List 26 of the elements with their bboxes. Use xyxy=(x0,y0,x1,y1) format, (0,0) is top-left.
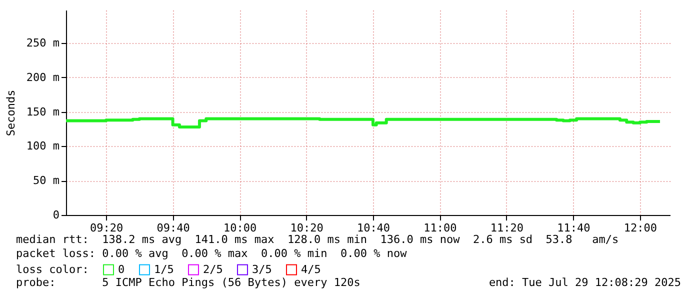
text: probe: 5 ICMP Echo Pings (56 Bytes) every 120s xyxy=(16,276,360,289)
y-tick-label: 100 m xyxy=(26,140,60,153)
x-tick-label: 11:20 xyxy=(490,222,524,234)
legend-title: loss color: xyxy=(16,263,89,276)
x-tick-label: 11:40 xyxy=(557,222,590,234)
x-tick-label: 10:00 xyxy=(223,222,257,234)
x-tick-label: 11:00 xyxy=(424,222,457,234)
x-tick-label: 12:00 xyxy=(624,222,658,234)
legend-label: 3/5 xyxy=(252,262,272,276)
y-tick-label: 150 m xyxy=(26,105,60,118)
y-tick-label: 0 xyxy=(52,208,60,222)
y-tick-label: 50 m xyxy=(33,174,60,188)
legend-label: 2/5 xyxy=(203,262,223,276)
text: packet loss: 0.00 % avg 0.00 % max 0.00 % min 0.00 % now xyxy=(16,247,407,260)
x-tick-label: 09:40 xyxy=(156,222,190,234)
legend-label: 0 xyxy=(118,262,125,276)
y-tick-label: 200 m xyxy=(26,70,60,84)
legend-label: 1/5 xyxy=(154,262,174,276)
x-tick-label: 10:20 xyxy=(290,222,324,234)
x-tick-label: 09:20 xyxy=(90,222,124,234)
text: median rtt: 138.2 ms avg 141.0 ms max 128.0 ms min 136.0 ms now 2.6 ms sd 53.8 am/s xyxy=(16,233,619,246)
y-axis-title: Seconds xyxy=(4,90,18,136)
y-tick-label: 250 m xyxy=(26,36,60,50)
x-tick-label: 10:40 xyxy=(356,222,390,234)
legend-label: 4/5 xyxy=(301,262,321,276)
text: end: Tue Jul 29 12:08:29 2025 xyxy=(488,276,681,289)
